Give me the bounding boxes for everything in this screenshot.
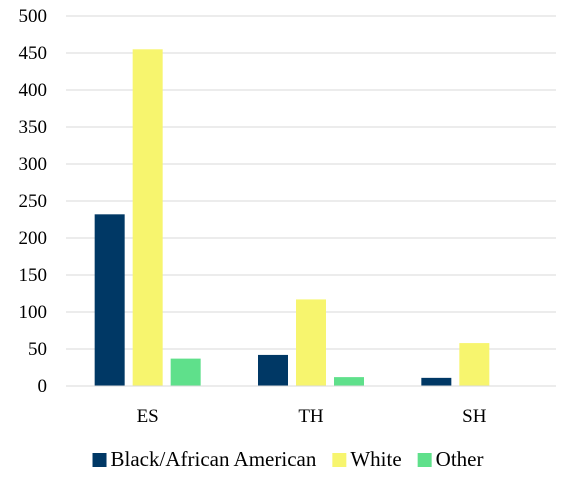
y-tick-label: 400 bbox=[19, 80, 48, 101]
bar-es-white bbox=[132, 49, 163, 387]
y-tick-label: 350 bbox=[19, 117, 48, 138]
legend-swatch bbox=[332, 453, 347, 467]
legend-label: White bbox=[350, 447, 401, 471]
bar-th-black-african-american bbox=[258, 354, 288, 386]
bar-sh-black-african-american bbox=[421, 377, 452, 386]
y-tick-label: 50 bbox=[28, 339, 47, 360]
legend-item: Other bbox=[417, 447, 484, 471]
y-tick-label: 500 bbox=[19, 6, 48, 27]
bar-th-white bbox=[296, 299, 326, 386]
legend-item: Black/African American bbox=[92, 447, 317, 471]
bar-es-black-african-american bbox=[94, 214, 125, 386]
legend-swatch bbox=[92, 453, 107, 467]
y-tick-label: 450 bbox=[19, 43, 48, 64]
y-tick-label: 300 bbox=[19, 154, 48, 175]
x-axis: ES TH SH bbox=[137, 406, 487, 427]
x-tick-label: SH bbox=[462, 406, 487, 427]
x-tick-label: TH bbox=[298, 406, 324, 427]
legend-swatch bbox=[417, 453, 432, 467]
legend-label: Other bbox=[436, 447, 484, 471]
y-tick-label: 100 bbox=[19, 302, 48, 323]
y-tick-label: 0 bbox=[38, 376, 48, 397]
legend-item: White bbox=[332, 447, 402, 471]
x-tick-label: ES bbox=[137, 406, 159, 427]
legend: Black/African American White Other bbox=[92, 447, 484, 471]
bars bbox=[94, 49, 490, 387]
y-tick-label: 250 bbox=[19, 191, 48, 212]
y-tick-label: 200 bbox=[19, 228, 48, 249]
y-tick-label: 150 bbox=[19, 265, 48, 286]
bar-th-other bbox=[334, 377, 364, 386]
bar-es-other bbox=[170, 358, 201, 386]
legend-label: Black/African American bbox=[111, 447, 317, 471]
y-axis: 0 50 100 150 200 250 300 350 400 450 500 bbox=[19, 6, 48, 397]
bar-sh-white bbox=[459, 343, 490, 386]
